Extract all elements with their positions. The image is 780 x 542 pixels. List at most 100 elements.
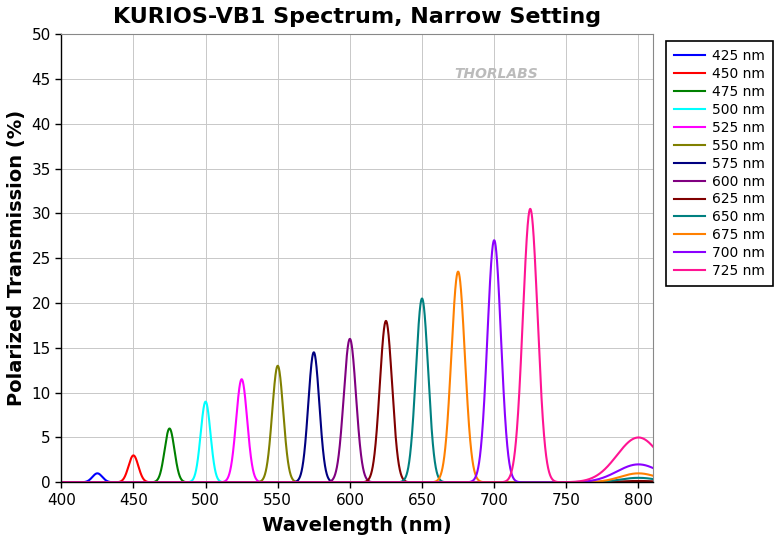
Line: 425 nm: 425 nm	[62, 473, 656, 482]
Legend: 425 nm, 450 nm, 475 nm, 500 nm, 525 nm, 550 nm, 575 nm, 600 nm, 625 nm, 650 nm, : 425 nm, 450 nm, 475 nm, 500 nm, 525 nm, …	[666, 41, 773, 286]
625 nm	[498, 479, 507, 486]
450 nm	[272, 479, 282, 486]
450 nm	[57, 479, 66, 486]
550 nm	[87, 479, 96, 486]
425 nm	[434, 479, 444, 486]
650 nm	[57, 479, 66, 486]
600 nm	[346, 335, 355, 342]
525 nm	[87, 479, 96, 486]
700 nm	[651, 466, 661, 473]
675 nm	[409, 479, 418, 486]
525 nm	[434, 479, 444, 486]
500 nm	[434, 479, 444, 486]
450 nm	[409, 479, 418, 486]
425 nm	[498, 479, 507, 486]
675 nm	[434, 475, 444, 482]
650 nm	[498, 479, 507, 486]
525 nm	[450, 479, 459, 486]
700 nm	[409, 479, 418, 486]
Line: 700 nm: 700 nm	[62, 240, 656, 482]
450 nm	[434, 479, 444, 486]
500 nm	[201, 398, 211, 405]
725 nm	[57, 479, 66, 486]
700 nm	[498, 358, 507, 364]
525 nm	[237, 376, 246, 383]
650 nm	[417, 295, 427, 302]
425 nm	[282, 479, 291, 486]
675 nm	[57, 479, 66, 486]
475 nm	[165, 425, 174, 432]
475 nm	[498, 479, 507, 486]
525 nm	[529, 479, 538, 486]
Line: 725 nm: 725 nm	[62, 209, 656, 482]
Line: 525 nm: 525 nm	[62, 379, 656, 482]
625 nm	[434, 479, 444, 486]
Line: 450 nm: 450 nm	[62, 455, 656, 482]
425 nm	[87, 475, 96, 481]
425 nm	[651, 479, 661, 486]
550 nm	[272, 365, 282, 372]
575 nm	[409, 479, 418, 486]
X-axis label: Wavelength (nm): Wavelength (nm)	[262, 516, 452, 535]
625 nm	[529, 479, 538, 486]
725 nm	[529, 236, 538, 243]
575 nm	[529, 479, 538, 486]
575 nm	[434, 479, 444, 486]
Line: 650 nm: 650 nm	[62, 299, 656, 482]
525 nm	[272, 479, 282, 486]
725 nm	[434, 479, 444, 486]
600 nm	[272, 479, 282, 486]
675 nm	[529, 479, 538, 486]
650 nm	[272, 479, 282, 486]
600 nm	[529, 479, 538, 486]
725 nm	[272, 479, 282, 486]
725 nm	[409, 479, 418, 486]
425 nm	[57, 479, 66, 486]
625 nm	[272, 479, 282, 486]
425 nm	[272, 479, 282, 486]
575 nm	[272, 479, 282, 486]
450 nm	[498, 479, 507, 486]
625 nm	[651, 478, 661, 485]
Line: 675 nm: 675 nm	[62, 272, 656, 482]
Text: THORLABS: THORLABS	[454, 67, 538, 81]
500 nm	[529, 479, 538, 486]
550 nm	[434, 479, 444, 486]
675 nm	[87, 479, 96, 486]
700 nm	[529, 479, 538, 486]
675 nm	[272, 479, 282, 486]
650 nm	[87, 479, 96, 486]
500 nm	[87, 479, 96, 486]
650 nm	[409, 416, 418, 423]
500 nm	[409, 479, 418, 486]
550 nm	[651, 479, 661, 486]
650 nm	[651, 476, 661, 483]
500 nm	[272, 479, 282, 486]
625 nm	[87, 479, 96, 486]
475 nm	[272, 479, 282, 486]
700 nm	[434, 479, 444, 486]
475 nm	[57, 479, 66, 486]
450 nm	[129, 452, 138, 459]
550 nm	[273, 363, 282, 369]
675 nm	[498, 479, 507, 486]
450 nm	[318, 479, 328, 486]
450 nm	[87, 479, 96, 486]
675 nm	[651, 473, 661, 480]
575 nm	[651, 479, 661, 486]
525 nm	[651, 479, 661, 486]
725 nm	[498, 479, 507, 486]
625 nm	[57, 479, 66, 486]
475 nm	[529, 479, 538, 486]
700 nm	[87, 479, 96, 486]
550 nm	[529, 479, 538, 486]
550 nm	[498, 479, 507, 486]
500 nm	[390, 479, 399, 486]
Line: 500 nm: 500 nm	[62, 402, 656, 482]
575 nm	[498, 479, 507, 486]
725 nm	[651, 447, 661, 453]
575 nm	[57, 479, 66, 486]
725 nm	[526, 205, 535, 212]
425 nm	[529, 479, 538, 486]
Y-axis label: Polarized Transmission (%): Polarized Transmission (%)	[7, 110, 26, 406]
